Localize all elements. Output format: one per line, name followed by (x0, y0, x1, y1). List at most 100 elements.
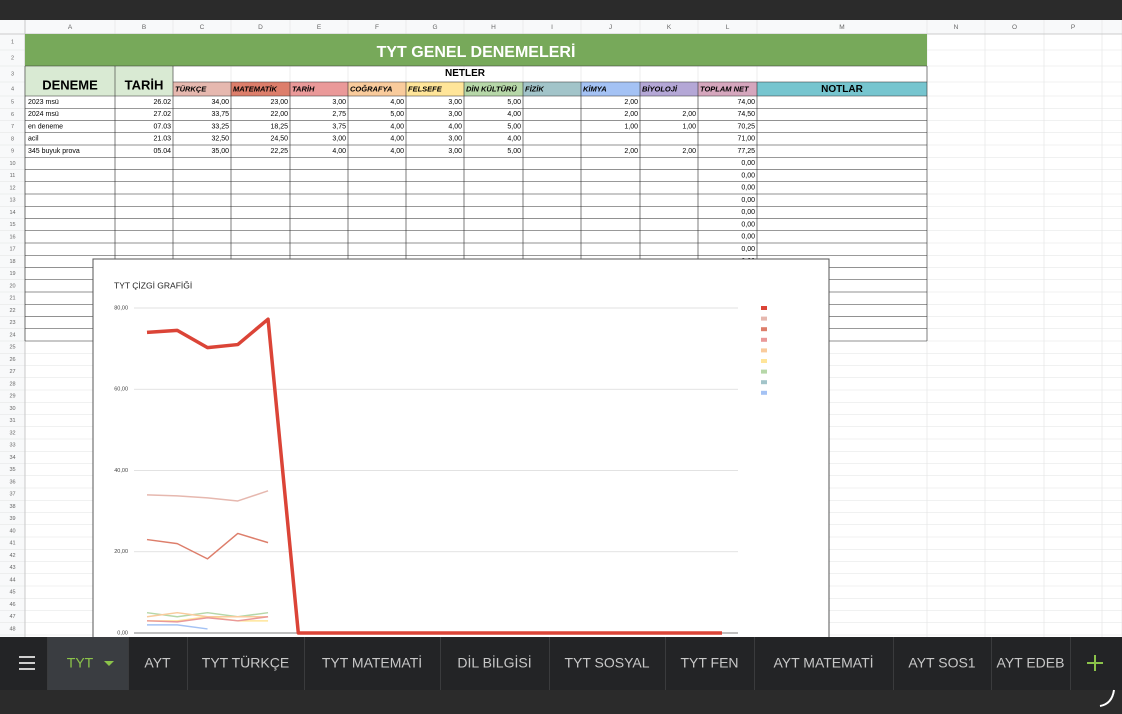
tab-separator (187, 637, 188, 690)
y-tick-label: 0,00 (117, 630, 128, 636)
legend-swatch (761, 327, 767, 332)
tab-separator (991, 637, 992, 690)
legend-swatch (761, 348, 767, 353)
sheet-tab[interactable]: TYT FEN (680, 637, 755, 690)
legend-swatch (761, 337, 767, 342)
deneme-name: 345 buyuk prova (28, 148, 80, 155)
net-value: 3,00 (448, 111, 462, 118)
row-header: 43 (9, 565, 15, 571)
notlar-header: NOTLAR (821, 84, 863, 95)
row-header: 40 (9, 528, 15, 534)
row-header: 10 (9, 161, 15, 167)
row-header: 1 (11, 39, 14, 45)
legend-swatch (761, 316, 767, 321)
net-value: 2,00 (624, 111, 638, 118)
subject-header-cell (348, 82, 406, 96)
subject-header: COĞRAFYA (350, 84, 392, 93)
all-sheets-button[interactable] (19, 656, 35, 670)
sheet-tab-label: TYT FEN (680, 655, 738, 671)
net-value: 70,25 (737, 123, 755, 130)
net-value: 3,00 (332, 99, 346, 106)
row-header: 47 (9, 614, 15, 620)
net-value: 35,00 (211, 148, 229, 155)
net-value: 2,00 (682, 148, 696, 155)
row-header: 23 (9, 320, 15, 326)
row-header: 35 (9, 467, 15, 473)
column-header: E (317, 24, 322, 31)
row-header: 13 (9, 198, 15, 204)
sheet-tab[interactable]: AYT EDEB (997, 637, 1071, 690)
title-band (25, 34, 927, 66)
add-sheet-button[interactable] (1087, 655, 1103, 671)
sheet-tab-label: DİL BİLGİSİ (457, 654, 531, 671)
total-value: 0,00 (741, 221, 755, 228)
sheet-tab[interactable]: TYT SOSYAL (564, 637, 666, 690)
sheet-tab[interactable]: DİL BİLGİSİ (457, 637, 550, 690)
sheet-tab[interactable]: TYT MATEMATİ (322, 637, 441, 690)
deneme-name: en deneme (28, 123, 63, 130)
chart-box (92, 258, 830, 660)
net-value: 24,50 (270, 136, 288, 143)
column-header: F (375, 24, 379, 31)
deneme-date: 07.03 (153, 123, 171, 130)
netler-header: NETLER (445, 68, 486, 79)
net-value: 5,00 (507, 123, 521, 130)
deneme-name: 2023 msü (28, 99, 59, 106)
column-header: A (68, 24, 73, 31)
deneme-date: 05.04 (153, 148, 171, 155)
subject-header-cell (464, 82, 523, 96)
menu-bar (19, 656, 35, 658)
subject-header-cell (523, 82, 581, 96)
notlar-header-cell (757, 82, 927, 96)
sheet-tab[interactable]: TYT (48, 637, 129, 690)
column-header: B (142, 24, 146, 31)
net-value: 33,25 (211, 123, 229, 130)
menu-bar (19, 662, 35, 664)
net-value: 4,00 (507, 136, 521, 143)
sheet-tab[interactable]: AYT (144, 637, 188, 690)
deneme-name: acil (28, 136, 39, 143)
column-header: P (1071, 24, 1075, 31)
net-value: 34,00 (211, 99, 229, 106)
plus-bar (1094, 655, 1096, 671)
net-value: 3,00 (448, 148, 462, 155)
legend-swatch (761, 359, 767, 363)
legend-swatch (761, 390, 767, 395)
tab-separator (754, 637, 755, 690)
deneme-date: 27.02 (153, 111, 171, 118)
tab-separator (128, 637, 129, 690)
net-value: 22,25 (270, 148, 288, 155)
row-header: 22 (9, 308, 15, 314)
sheet-tab-label: AYT SOS1 (908, 655, 975, 671)
row-header: 44 (9, 577, 15, 583)
row-header: 32 (9, 430, 15, 436)
row-header: 12 (9, 185, 15, 191)
net-value: 74,00 (737, 99, 755, 106)
sheet-tab[interactable]: AYT MATEMATİ (773, 637, 894, 690)
row-header: 36 (9, 479, 15, 485)
subject-header: DİN KÜLTÜRÜ (466, 84, 517, 93)
net-value: 4,00 (390, 148, 404, 155)
net-value: 2,00 (682, 111, 696, 118)
column-header: O (1012, 24, 1017, 31)
sheet-tab-label: AYT EDEB (997, 655, 1065, 671)
row-header: 42 (9, 553, 15, 559)
series-line (146, 611, 269, 618)
row-header: 25 (9, 345, 15, 351)
row-header: 14 (9, 210, 15, 216)
net-value: 33,75 (211, 111, 229, 118)
row-header: 46 (9, 602, 15, 608)
sheet-tab[interactable]: AYT SOS1 (908, 637, 992, 690)
net-value: 2,75 (332, 111, 346, 118)
column-header-bar (0, 20, 1122, 34)
menu-bar (19, 668, 35, 670)
tab-separator (1070, 637, 1071, 690)
sheet-tab[interactable]: TYT TÜRKÇE (202, 637, 305, 690)
net-value: 18,25 (270, 123, 288, 130)
net-value: 3,75 (332, 123, 346, 130)
column-header: K (667, 24, 672, 31)
tab-separator (304, 637, 305, 690)
y-tick-label: 20,00 (114, 549, 128, 555)
legend-swatch (761, 380, 767, 385)
